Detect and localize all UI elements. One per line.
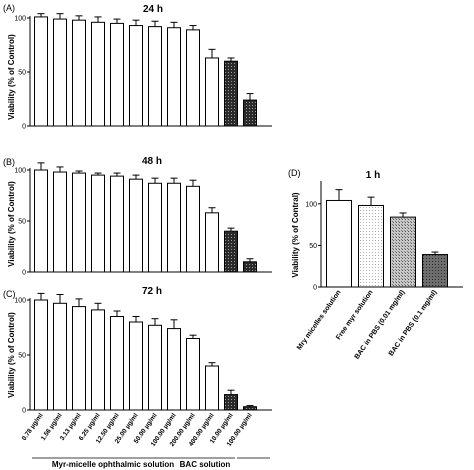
y-tick-label: 100 <box>14 16 26 23</box>
y-tick-label: 50 <box>18 353 26 360</box>
bar <box>186 29 200 127</box>
y-tick-label: 100 <box>14 298 26 305</box>
panel-b-title: 48 h <box>142 156 162 167</box>
bar <box>91 174 105 273</box>
bar <box>129 178 143 273</box>
y-tick-label: 0 <box>22 124 26 131</box>
chart-panel-a: 0 50 100 <box>14 13 272 131</box>
panel-c-ylabel: Viability (% of Control) <box>7 312 16 398</box>
bar <box>72 306 86 411</box>
chart-panel-b: 0 50 100 <box>14 162 272 277</box>
bar <box>167 328 181 411</box>
bar <box>390 216 416 288</box>
y-tick-label: 0 <box>22 408 26 415</box>
panel-letter-a: (A) <box>3 3 15 13</box>
myr-group-label: Myr-micelle ophthalmic solution <box>52 460 174 469</box>
bar <box>72 172 86 273</box>
bar <box>224 60 238 127</box>
bar <box>243 99 257 127</box>
bar <box>243 261 257 273</box>
bar <box>148 324 162 411</box>
bar <box>224 230 238 273</box>
bar <box>72 19 86 127</box>
bar <box>186 338 200 411</box>
bar <box>167 182 181 273</box>
bar <box>34 16 48 127</box>
bar <box>148 182 162 273</box>
bar <box>110 175 124 273</box>
y-tick-label: 50 <box>18 219 26 226</box>
panel-d-title: 1 h <box>366 170 380 181</box>
panel-letter-b: (B) <box>3 157 15 167</box>
panel-a-title: 24 h <box>143 4 163 15</box>
bar <box>167 27 181 127</box>
bar <box>34 169 48 273</box>
panel-letter-d: (D) <box>288 168 301 178</box>
bar <box>205 365 219 411</box>
bar <box>129 321 143 411</box>
bar <box>243 406 257 411</box>
x-tick-label: Mry micelles solution <box>296 289 343 351</box>
panel-b-ylabel: Viability (% of Control) <box>7 181 16 267</box>
bar <box>205 57 219 127</box>
bar <box>129 25 143 127</box>
y-tick-label: 100 <box>14 168 26 175</box>
panel-c-title: 72 h <box>142 286 162 297</box>
bar <box>53 18 67 127</box>
y-tick-label: 100 <box>305 201 317 208</box>
bar <box>422 254 448 288</box>
y-tick-label: 0 <box>313 285 317 292</box>
bar <box>110 316 124 411</box>
bar <box>326 199 352 288</box>
panel-a-ylabel: Viability (% of Control) <box>7 34 16 120</box>
bar <box>53 302 67 411</box>
bar <box>91 309 105 411</box>
bar <box>91 21 105 127</box>
bar <box>34 299 48 411</box>
bar <box>53 171 67 273</box>
panel-d-ylabel: Viability (% of Contral) <box>291 192 300 278</box>
bar <box>205 212 219 273</box>
panel-letter-c: (C) <box>3 289 16 299</box>
bar <box>224 394 238 411</box>
bar <box>358 204 384 288</box>
bac-group-label: BAC solution <box>180 460 231 469</box>
y-tick-label: 0 <box>22 270 26 277</box>
y-tick-label: 50 <box>309 243 317 250</box>
y-tick-label: 50 <box>18 70 26 77</box>
bar <box>186 185 200 273</box>
bar <box>110 22 124 127</box>
bar <box>148 26 162 127</box>
